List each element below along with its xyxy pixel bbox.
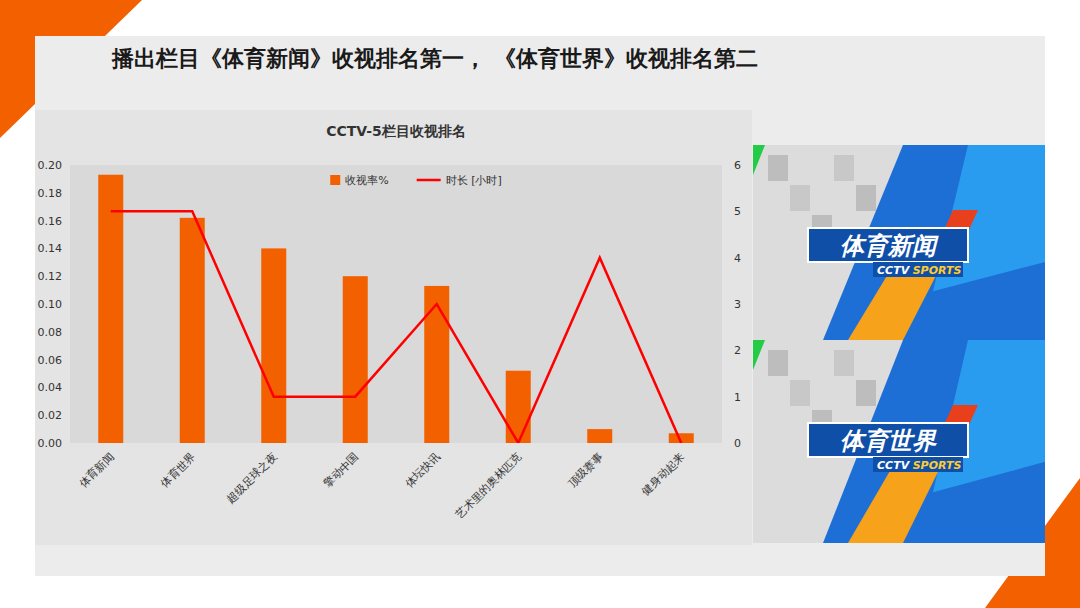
panel-tile: [834, 350, 854, 376]
y2-tick-label: 3: [734, 298, 741, 311]
brand-text: CCTV: [877, 264, 911, 277]
panel-tile: [834, 155, 854, 181]
y-tick-label: 0.00: [38, 437, 63, 450]
bar: [180, 218, 205, 443]
logo-text: 体育新闻: [840, 232, 939, 260]
y2-tick-label: 0: [734, 437, 741, 450]
plot-area: [70, 165, 722, 443]
chart-area: [35, 110, 752, 545]
brand-text: SPORTS: [913, 459, 962, 472]
x-tick-label: 擎动中国: [321, 450, 361, 490]
x-tick-label: 体育世界: [158, 450, 198, 490]
y2-tick-label: 4: [734, 252, 741, 265]
y-tick-label: 0.06: [38, 354, 63, 367]
y-tick-label: 0.04: [38, 381, 63, 394]
panel-tile: [768, 350, 788, 376]
brand-text: SPORTS: [913, 264, 962, 277]
y2-tick-label: 1: [734, 391, 741, 404]
legend-swatch: [330, 175, 340, 185]
panel-tile: [856, 185, 876, 211]
panel-bg: [753, 145, 1045, 340]
panel-tile: [856, 380, 876, 406]
y-tick-label: 0.18: [38, 187, 63, 200]
panel-tile: [790, 380, 810, 406]
y-tick-label: 0.02: [38, 409, 63, 422]
slide-title: 播出栏目《体育新闻》收视排名第一， 《体育世界》收视排名第二: [111, 46, 758, 71]
brand-box: [873, 457, 963, 472]
legend: 收视率% 时长 [小时]: [330, 174, 502, 187]
bar: [261, 248, 286, 443]
panel-accent: [753, 340, 765, 370]
chart-title: CCTV-5栏目收视排名: [326, 123, 465, 139]
tv-panel: 体育新闻 CCTVSPORTS: [753, 145, 1045, 340]
bar: [424, 286, 449, 443]
brand-text: CCTV: [877, 459, 911, 472]
line: [111, 211, 682, 443]
logo-box: [808, 228, 968, 262]
x-tick-label: 艺术里的奥林匹克: [453, 450, 524, 521]
panel-accent: [753, 145, 765, 175]
panel-stripe: [823, 340, 1045, 543]
tv-panel: 体育世界 CCTVSPORTS: [753, 340, 1045, 543]
panel-tile: [790, 185, 810, 211]
slide: 播出栏目《体育新闻》收视排名第一， 《体育世界》收视排名第二 CCTV-5栏目收视…: [0, 0, 1080, 608]
y2-tick-label: 6: [734, 159, 741, 172]
y-tick-label: 0.20: [38, 159, 63, 172]
legend-label: 时长 [小时]: [446, 174, 502, 187]
logo-text: 体育世界: [840, 427, 938, 455]
y-tick-label: 0.16: [38, 215, 63, 228]
y-tick-label: 0.08: [38, 326, 63, 339]
bar: [343, 276, 368, 443]
x-tick-label: 超级足球之夜: [224, 450, 280, 506]
panel-tile: [768, 155, 788, 181]
bar: [506, 371, 531, 443]
x-tick-label: 体育新闻: [77, 450, 117, 490]
x-tick-label: 健身动起来: [639, 450, 687, 498]
bar: [587, 429, 612, 443]
y-tick-label: 0.10: [38, 298, 63, 311]
y2-tick-label: 5: [734, 205, 741, 218]
x-tick-label: 体坛快讯: [403, 450, 443, 490]
brand-box: [873, 262, 963, 277]
panel-bg: [753, 340, 1045, 543]
bar: [98, 175, 123, 443]
x-tick-label: 顶级赛事: [566, 450, 606, 490]
content-panel: [35, 36, 1045, 576]
panel-stripe: [823, 145, 1045, 340]
legend-swatch: [417, 179, 441, 182]
marks: [98, 175, 694, 443]
legend-label: 收视率%: [345, 174, 388, 187]
y-tick-label: 0.12: [38, 270, 63, 283]
logo-box: [808, 423, 968, 457]
y-tick-label: 0.14: [38, 242, 63, 255]
y2-tick-label: 2: [734, 344, 741, 357]
